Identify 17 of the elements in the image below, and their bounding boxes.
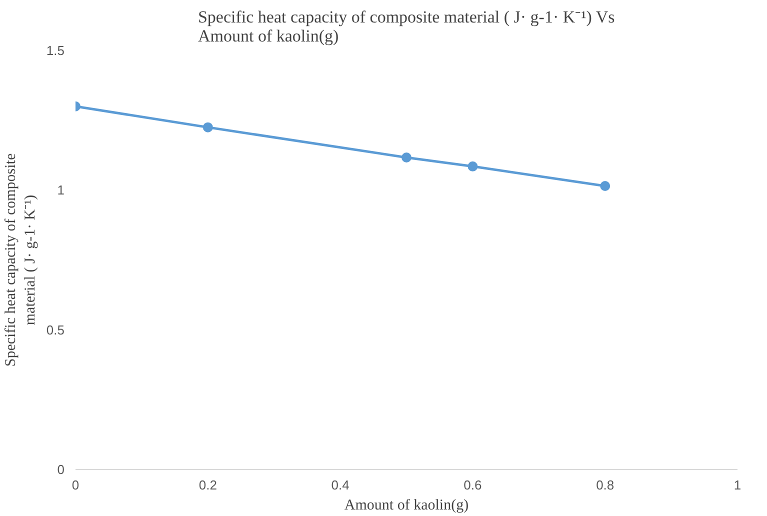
point — [600, 180, 610, 191]
x-tick-label: 0.2 — [198, 478, 217, 492]
x-axis-title: Amount of kaolin(g) — [344, 498, 469, 514]
chart-title: Specific heat capacity of composite material ( J· g-1· K⁻¹) Vs Amount of kaolin(g) — [198, 8, 615, 46]
x-tick-label: 0 — [72, 478, 80, 492]
x-tick-label: 0.6 — [464, 478, 482, 492]
point — [402, 152, 412, 162]
y-tick-label: 1.5 — [46, 43, 65, 58]
y-tick-label: 1 — [57, 182, 65, 198]
point — [202, 122, 213, 132]
y-axis-title: Specific heat capacity of composite material ( J· g-1· K⁻¹) — [3, 153, 38, 367]
x-tick-label: 0.8 — [596, 478, 614, 492]
y-tick-label: 0 — [57, 462, 65, 477]
point — [468, 161, 478, 172]
y-tick-label: 0.5 — [46, 322, 65, 338]
x-tick-label: 0.4 — [331, 478, 350, 492]
x-tick-label: 1 — [734, 478, 742, 492]
